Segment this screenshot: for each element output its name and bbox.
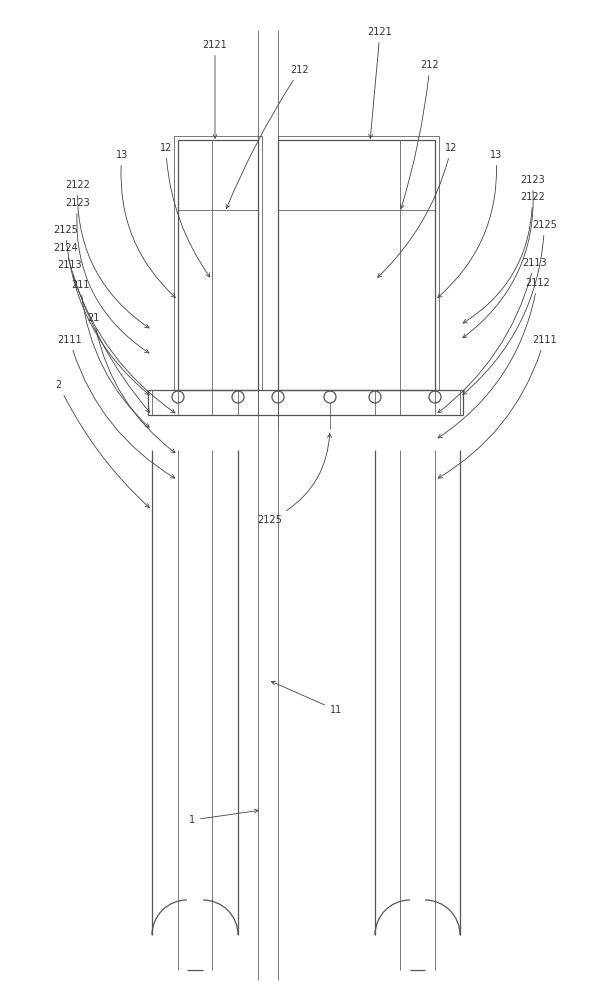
Text: 12: 12 — [378, 143, 457, 277]
Text: 13: 13 — [438, 150, 502, 298]
Text: 2125: 2125 — [258, 434, 332, 525]
Text: 21: 21 — [88, 313, 175, 453]
Text: 2111: 2111 — [438, 335, 557, 478]
Text: 2123: 2123 — [65, 198, 149, 353]
Text: 11: 11 — [271, 681, 342, 715]
Text: 2113: 2113 — [438, 258, 547, 413]
Text: 2123: 2123 — [463, 175, 545, 338]
Text: 212: 212 — [226, 65, 309, 209]
Text: 2: 2 — [56, 380, 149, 508]
Text: 2122: 2122 — [463, 192, 545, 323]
Text: 2121: 2121 — [368, 27, 392, 138]
Text: 2125: 2125 — [53, 225, 149, 395]
Text: 2111: 2111 — [58, 335, 175, 478]
Text: 13: 13 — [116, 150, 175, 297]
Text: 12: 12 — [160, 143, 210, 277]
Text: 2112: 2112 — [438, 278, 550, 438]
Text: 212: 212 — [400, 60, 439, 208]
Text: 2122: 2122 — [65, 180, 149, 328]
Text: 2124: 2124 — [53, 243, 149, 412]
Text: 211: 211 — [72, 280, 149, 427]
Text: 1: 1 — [189, 809, 258, 825]
Text: 2113: 2113 — [58, 260, 175, 413]
Text: 2125: 2125 — [463, 220, 557, 395]
Text: 2121: 2121 — [203, 40, 228, 138]
